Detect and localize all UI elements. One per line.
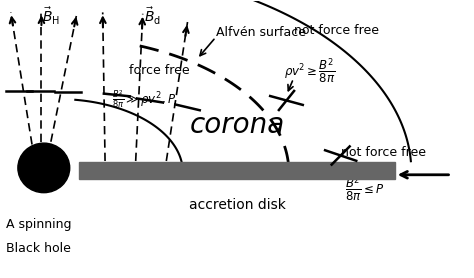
Text: $\vec{B}_\mathrm{H}$: $\vec{B}_\mathrm{H}$ bbox=[42, 6, 60, 27]
Text: $\frac{B^2}{8\pi}\gg\rho v^2,P$: $\frac{B^2}{8\pi}\gg\rho v^2,P$ bbox=[112, 88, 176, 110]
Text: $\dfrac{B^2}{8\pi}\leq P$: $\dfrac{B^2}{8\pi}\leq P$ bbox=[346, 175, 385, 204]
Text: force free: force free bbox=[128, 64, 189, 77]
Text: not force free: not force free bbox=[293, 24, 379, 38]
Text: corona: corona bbox=[190, 111, 284, 139]
Ellipse shape bbox=[18, 143, 70, 193]
Text: not force free: not force free bbox=[341, 145, 426, 158]
Text: Black hole: Black hole bbox=[6, 242, 71, 255]
Text: $\vec{B}_\mathrm{d}$: $\vec{B}_\mathrm{d}$ bbox=[144, 6, 161, 27]
Text: $\rho v^2\geq\dfrac{B^2}{8\pi}$: $\rho v^2\geq\dfrac{B^2}{8\pi}$ bbox=[284, 56, 336, 86]
Text: A spinning: A spinning bbox=[6, 219, 72, 232]
Text: Alfvén surface: Alfvén surface bbox=[216, 26, 306, 39]
Bar bbox=[79, 162, 395, 179]
Text: accretion disk: accretion disk bbox=[189, 198, 285, 212]
